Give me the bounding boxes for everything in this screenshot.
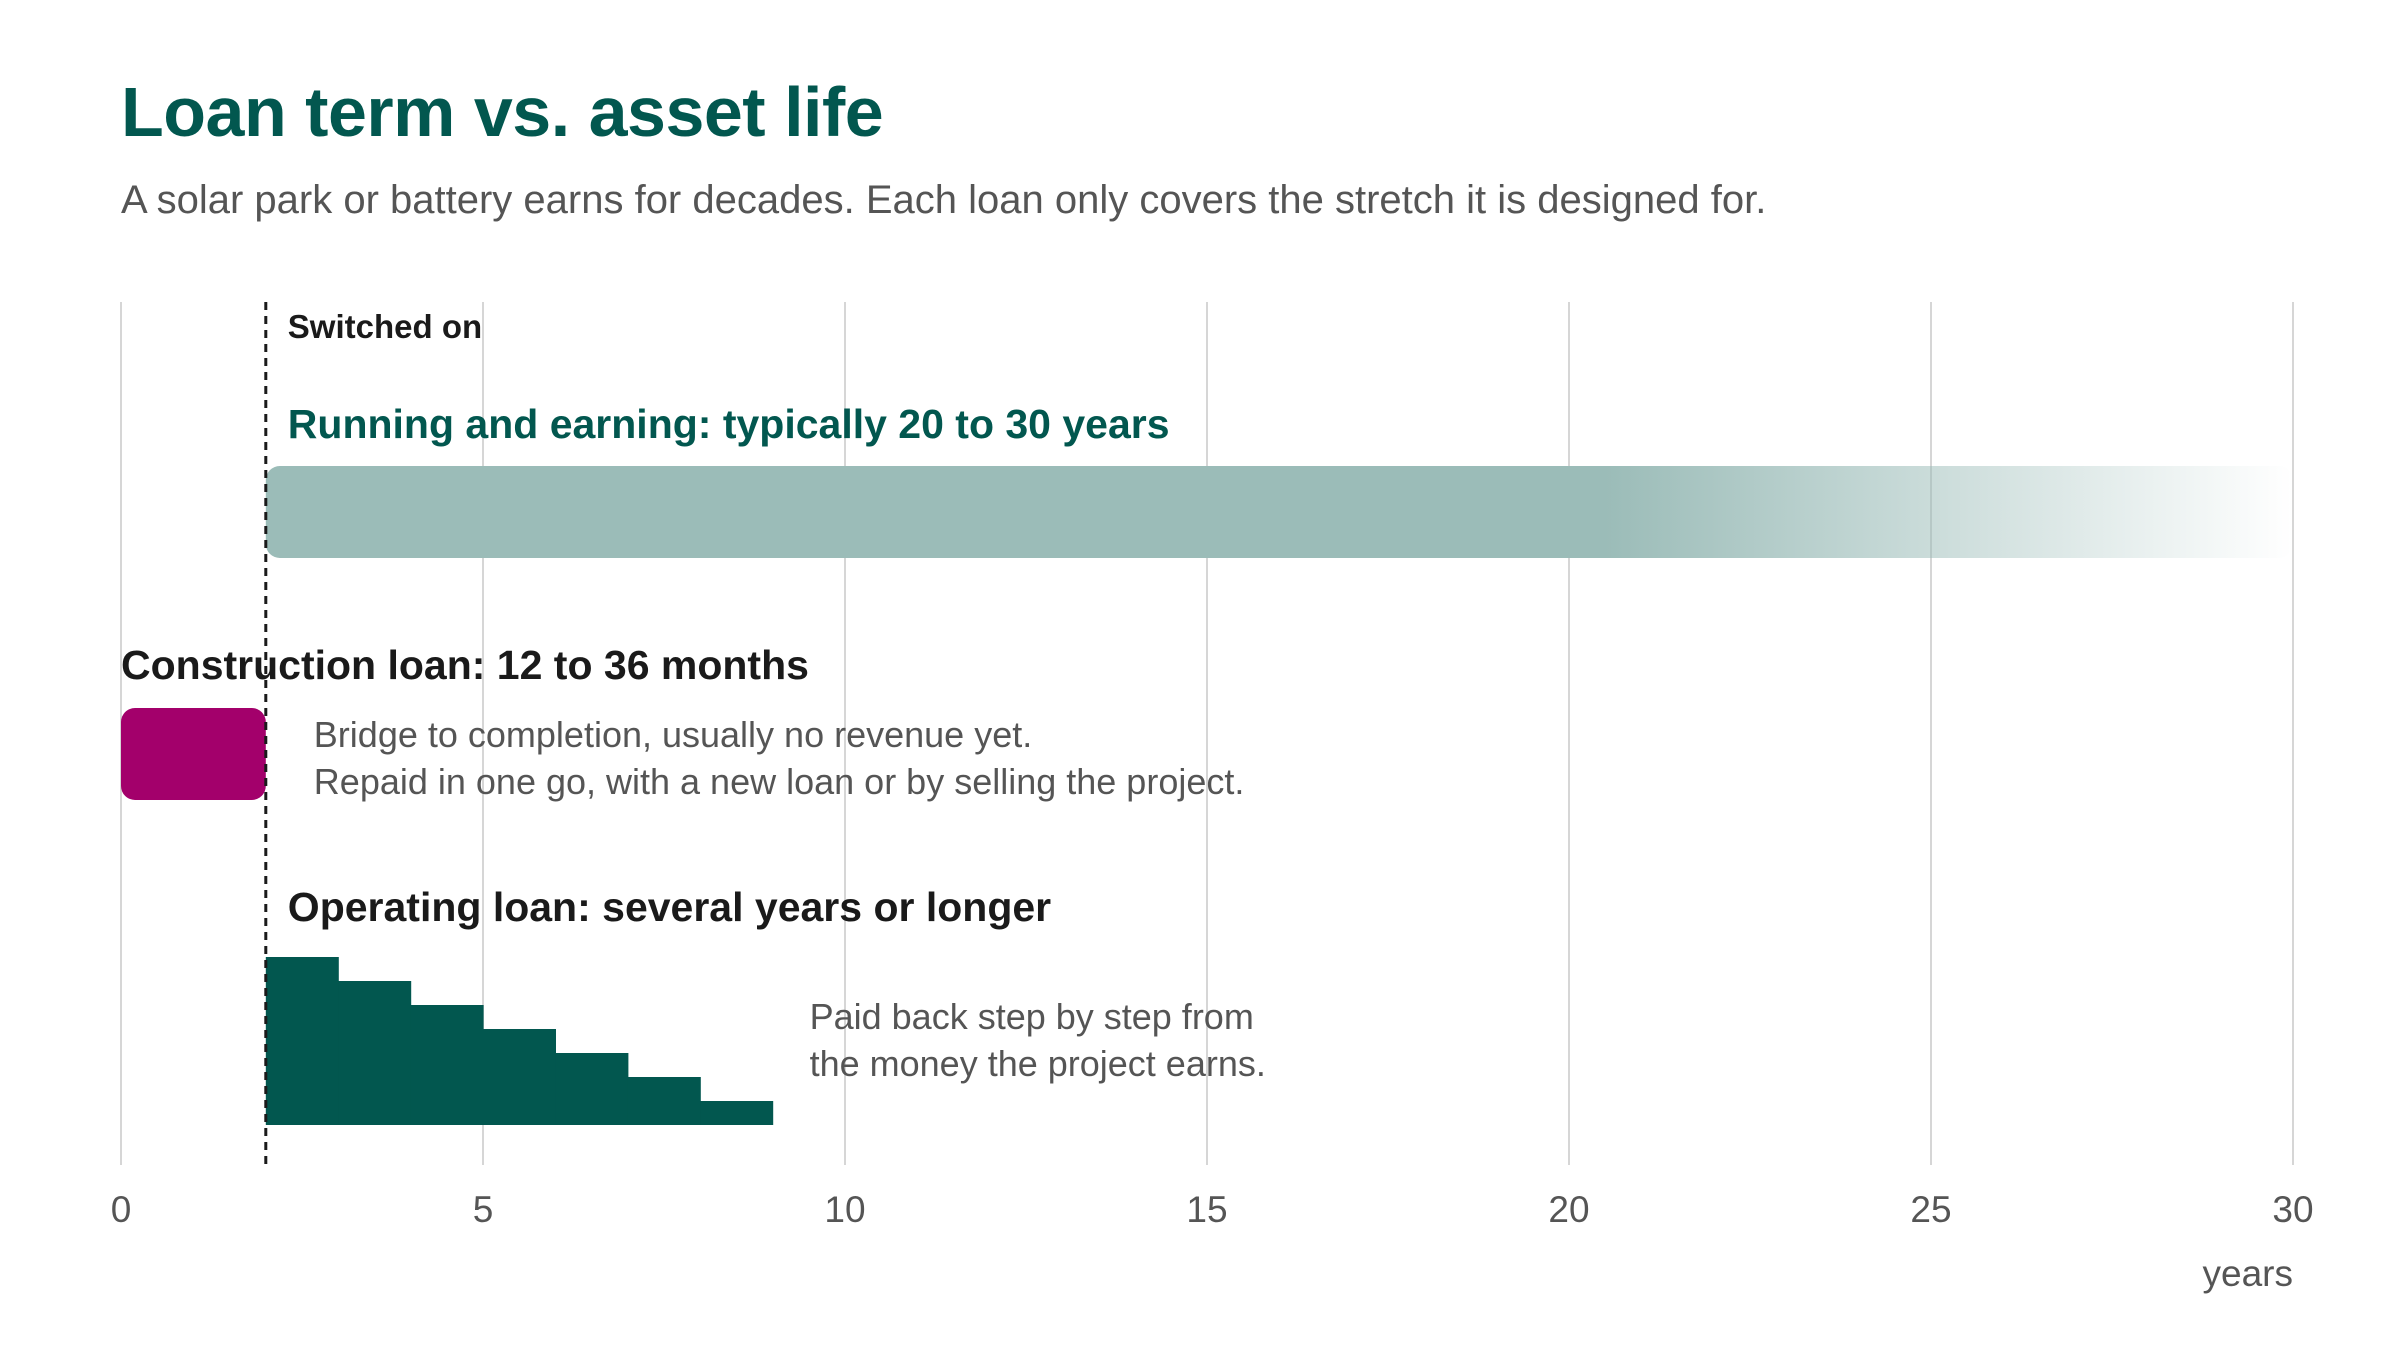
operating-loan-label: Operating loan: several years or longer: [288, 884, 1051, 930]
construction-loan-note-line-1: Bridge to completion, usually no revenue…: [314, 714, 1032, 755]
operating-loan-step: [483, 1029, 556, 1125]
operating-loan-step: [555, 1053, 629, 1125]
operating-loan-step: [627, 1077, 701, 1125]
operating-loan-note-line-1: Paid back step by step from: [810, 996, 1254, 1037]
x-tick-label: 5: [473, 1189, 494, 1230]
construction-loan-bar: [121, 708, 266, 800]
x-tick-label: 30: [2272, 1189, 2313, 1230]
operating-loan-step: [338, 981, 412, 1125]
construction-loan-note-line-2: Repaid in one go, with a new loan or by …: [314, 761, 1245, 802]
x-tick-label: 15: [1186, 1189, 1227, 1230]
x-tick-label: 25: [1910, 1189, 1951, 1230]
x-tick-label: 20: [1548, 1189, 1589, 1230]
chart-title: Loan term vs. asset life: [121, 73, 884, 151]
asset-life-label: Running and earning: typically 20 to 30 …: [288, 401, 1170, 447]
operating-loan-step: [700, 1101, 774, 1125]
operating-loan-steps: [265, 957, 774, 1125]
switched-on-label: Switched on: [288, 308, 482, 345]
operating-loan-step: [265, 957, 339, 1125]
x-axis-label: years: [2203, 1253, 2293, 1294]
asset-life-bar: [265, 466, 2293, 558]
chart-subtitle: A solar park or battery earns for decade…: [121, 178, 1767, 222]
x-axis-ticks: 0 5 10 15 20 25 30: [111, 1189, 2314, 1230]
grid-lines: [120, 302, 2294, 1165]
construction-loan-label: Construction loan: 12 to 36 months: [121, 642, 809, 688]
operating-loan-step: [410, 1005, 484, 1125]
x-tick-label: 10: [824, 1189, 865, 1230]
x-tick-label: 0: [111, 1189, 132, 1230]
operating-loan-note-line-2: the money the project earns.: [810, 1043, 1266, 1084]
